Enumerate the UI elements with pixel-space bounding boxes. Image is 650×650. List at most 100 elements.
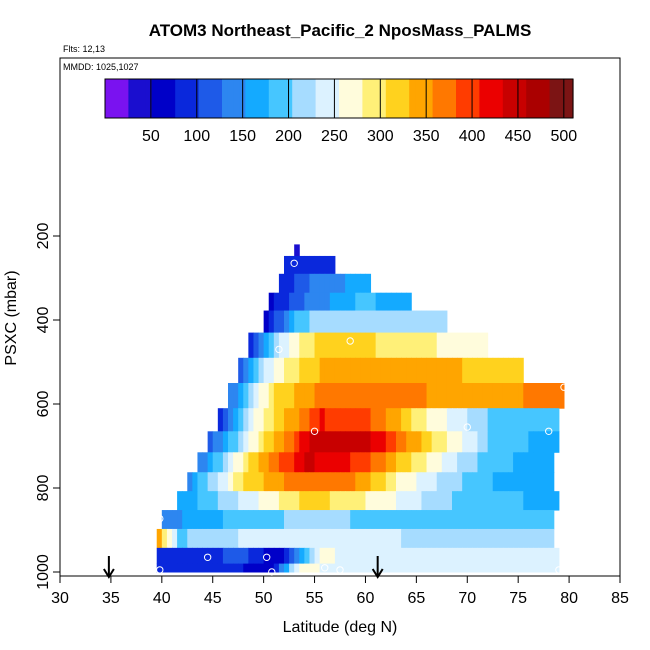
heatmap-cell xyxy=(350,310,356,334)
heatmap-cell xyxy=(233,408,239,432)
heatmap-cell xyxy=(248,563,254,573)
heatmap-cell xyxy=(513,383,519,409)
heatmap-cell xyxy=(350,292,356,312)
heatmap-cell xyxy=(324,452,331,473)
heatmap-cell xyxy=(243,510,249,530)
x-tick-label: 65 xyxy=(407,590,425,607)
heatmap-cell xyxy=(197,528,204,549)
heatmap-cell xyxy=(502,408,509,432)
colorbar-band xyxy=(502,79,510,118)
heatmap-cell xyxy=(482,510,489,530)
heatmap-cell xyxy=(355,528,361,549)
heatmap-cell xyxy=(492,452,499,473)
heatmap-cell xyxy=(553,408,560,432)
heatmap-cell xyxy=(304,491,310,511)
heatmap-cell xyxy=(345,472,351,492)
heatmap-cell xyxy=(380,332,387,359)
heatmap-cell xyxy=(329,431,336,453)
heatmap-cell xyxy=(304,408,310,432)
heatmap-cell xyxy=(319,332,326,359)
heatmap-cell xyxy=(472,491,478,511)
colorbar-tick-label: 400 xyxy=(459,128,486,145)
heatmap-cell xyxy=(390,383,397,409)
heatmap-cell xyxy=(299,452,305,473)
heatmap-cell xyxy=(345,292,351,312)
heatmap-cell xyxy=(472,528,478,549)
heatmap-cell xyxy=(273,563,280,573)
colorbar-band xyxy=(415,79,422,118)
colorbar-band xyxy=(420,79,428,118)
heatmap-cell xyxy=(446,472,453,492)
heatmap-cell xyxy=(508,452,514,473)
heatmap-cell xyxy=(192,563,198,573)
heatmap-cell xyxy=(324,255,331,275)
heatmap-cell xyxy=(304,310,310,334)
colorbar-band xyxy=(292,79,299,118)
heatmap-cell xyxy=(350,357,356,384)
heatmap-cell xyxy=(390,491,397,511)
sample-point xyxy=(203,553,212,561)
heatmap-cell xyxy=(177,547,183,565)
colorbar-band xyxy=(122,79,129,118)
heatmap-cell xyxy=(380,491,387,511)
heatmap-cell xyxy=(457,472,463,492)
heatmap-cell xyxy=(538,510,545,530)
colorbar-ticks: 50 100 150 200 250 300 350 400 450 500 xyxy=(142,79,577,145)
heatmap-cell xyxy=(324,383,331,409)
heatmap-cell xyxy=(340,273,346,294)
colorbar-band xyxy=(245,79,252,118)
heatmap-cell xyxy=(411,547,417,565)
x-tick-label: 80 xyxy=(560,590,578,607)
heatmap-cell xyxy=(548,408,555,432)
heatmap-cell xyxy=(360,491,366,511)
heatmap-cell xyxy=(263,563,270,573)
heatmap-cell xyxy=(380,547,387,565)
heatmap-cell xyxy=(502,383,509,409)
heatmap-cell xyxy=(452,332,458,359)
colorbar-band xyxy=(567,79,574,118)
heatmap-cell xyxy=(441,563,448,573)
heatmap-cell xyxy=(360,357,366,384)
heatmap-cell xyxy=(370,472,377,492)
heatmap-cell xyxy=(401,332,407,359)
heatmap-cell xyxy=(334,491,341,511)
heatmap-cell xyxy=(340,431,346,453)
heatmap-cell xyxy=(238,472,244,492)
heatmap-cell xyxy=(334,547,341,565)
heatmap-cell xyxy=(294,528,300,549)
heatmap-cell xyxy=(380,452,387,473)
heatmap-cell xyxy=(289,547,295,565)
heatmap-cell xyxy=(528,408,534,432)
heatmap-cell xyxy=(248,383,254,409)
heatmap-cell xyxy=(243,383,249,409)
heatmap-cell xyxy=(533,510,540,530)
heatmap-cell xyxy=(228,472,234,492)
heatmap-cell xyxy=(543,528,550,549)
colorbar-band xyxy=(520,79,527,118)
heatmap-cell xyxy=(314,332,321,359)
heatmap-cell xyxy=(319,383,326,409)
heatmap-cell xyxy=(273,292,280,312)
heatmap-cell xyxy=(202,491,209,511)
heatmap-cell xyxy=(187,563,193,573)
heatmap-cell xyxy=(396,310,402,334)
heatmap-cell xyxy=(340,292,346,312)
heatmap-cell xyxy=(396,357,402,384)
heatmap-cell xyxy=(329,528,336,549)
heatmap-cell xyxy=(248,332,254,359)
heatmap-cell xyxy=(543,383,550,409)
heatmap-cell xyxy=(161,510,168,530)
heatmap-cell xyxy=(217,452,224,473)
heatmap-cell xyxy=(299,510,305,530)
heatmap-cell xyxy=(385,547,392,565)
heatmap-cell xyxy=(340,357,346,384)
heatmap-cell xyxy=(243,357,249,384)
heatmap-cell xyxy=(477,510,484,530)
heatmap-cell xyxy=(248,357,254,384)
heatmap-cell xyxy=(487,357,494,384)
heatmap-cell xyxy=(396,408,402,432)
heatmap-cell xyxy=(197,491,204,511)
heatmap-cell xyxy=(406,472,412,492)
heatmap-cell xyxy=(263,491,270,511)
heatmap-cell xyxy=(289,273,295,294)
